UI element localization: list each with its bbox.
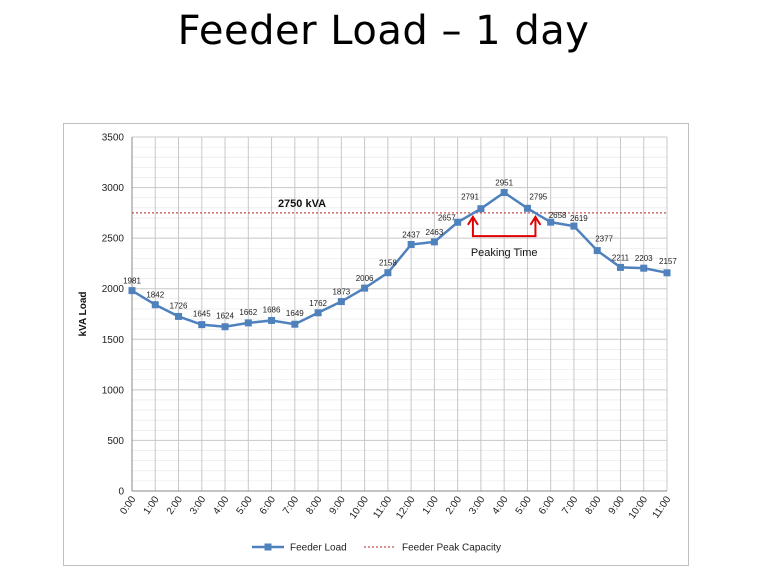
legend-peak-capacity-label: Feeder Peak Capacity bbox=[402, 543, 501, 554]
x-tick-label: 3:00 bbox=[467, 494, 487, 517]
data-point bbox=[175, 312, 183, 320]
y-axis-title: kVA Load bbox=[78, 291, 89, 336]
x-tick-label: 11:00 bbox=[651, 494, 674, 521]
data-point bbox=[523, 204, 531, 212]
data-point bbox=[663, 269, 671, 277]
data-label: 1645 bbox=[193, 310, 211, 319]
y-tick-label: 0 bbox=[118, 487, 124, 498]
peaking-time-arrow-right bbox=[529, 214, 542, 226]
data-point bbox=[198, 321, 206, 329]
data-point bbox=[361, 284, 369, 292]
data-label: 2657 bbox=[438, 213, 456, 222]
data-label: 1686 bbox=[263, 305, 281, 314]
data-label: 2658 bbox=[549, 211, 567, 220]
x-tick-label: 5:00 bbox=[235, 494, 255, 517]
x-tick-label: 5:00 bbox=[514, 494, 534, 517]
data-label: 1624 bbox=[216, 312, 234, 321]
data-point bbox=[151, 301, 159, 309]
data-label: 2157 bbox=[659, 257, 677, 266]
x-tick-label: 1:00 bbox=[421, 494, 441, 517]
x-tick-label: 8:00 bbox=[304, 494, 324, 517]
x-tick-label: 12:00 bbox=[394, 494, 418, 521]
chart-frame: 0 500 1000 1500 2000 2500 3000 3500 0:00 1:00 2:00… bbox=[63, 123, 689, 566]
y-tick-label: 2500 bbox=[102, 234, 125, 245]
data-point bbox=[500, 189, 508, 197]
data-label: 1662 bbox=[239, 308, 257, 317]
legend-feeder-load-label: Feeder Load bbox=[290, 543, 347, 554]
x-tick-label: 7:00 bbox=[560, 494, 580, 517]
data-point bbox=[268, 316, 276, 324]
x-tick-label: 7:00 bbox=[281, 494, 301, 517]
y-tick-label: 3000 bbox=[102, 183, 125, 194]
data-point bbox=[616, 263, 624, 271]
x-tick-label: 4:00 bbox=[490, 494, 510, 517]
x-tick-label: 6:00 bbox=[258, 494, 278, 517]
data-point bbox=[454, 218, 462, 226]
data-label: 2158 bbox=[379, 259, 397, 268]
x-tick-label: 2:00 bbox=[444, 494, 464, 517]
data-point bbox=[570, 222, 578, 230]
data-point bbox=[477, 205, 485, 213]
data-point bbox=[593, 247, 601, 255]
data-label: 2006 bbox=[356, 274, 374, 283]
data-point bbox=[291, 320, 299, 328]
data-label: 1873 bbox=[332, 288, 350, 297]
x-tick-label: 2:00 bbox=[165, 494, 185, 517]
legend-feeder-load-marker bbox=[264, 543, 272, 551]
peak-capacity-label: 2750 kVA bbox=[278, 198, 326, 210]
y-tick-label: 1500 bbox=[102, 335, 125, 346]
x-tick-label: 10:00 bbox=[348, 494, 372, 521]
y-tick-label: 1000 bbox=[102, 385, 125, 396]
y-tick-label: 500 bbox=[107, 436, 124, 447]
x-tick-label: 9:00 bbox=[328, 494, 348, 517]
data-label: 1842 bbox=[146, 291, 164, 300]
x-tick-label: 8:00 bbox=[583, 494, 603, 517]
slide-title: Feeder Load – 1 day bbox=[177, 8, 590, 54]
data-point bbox=[640, 264, 648, 272]
data-point bbox=[337, 298, 345, 306]
data-label: 2377 bbox=[595, 235, 613, 244]
y-tick-label: 2000 bbox=[102, 284, 125, 295]
data-point bbox=[430, 238, 438, 246]
x-tick-label: 10:00 bbox=[627, 494, 651, 521]
peaking-time-arrow-left bbox=[467, 214, 479, 226]
data-label: 2203 bbox=[635, 254, 653, 263]
data-label: 2437 bbox=[402, 231, 420, 240]
x-tick-label: 1:00 bbox=[142, 494, 162, 517]
data-point bbox=[384, 269, 392, 277]
x-tick-label: 3:00 bbox=[188, 494, 208, 517]
x-tick-label: 6:00 bbox=[537, 494, 557, 517]
data-label: 2951 bbox=[495, 179, 513, 188]
data-point bbox=[314, 309, 322, 317]
peaking-time-label: Peaking Time bbox=[471, 247, 538, 259]
data-label: 2463 bbox=[425, 228, 443, 237]
x-tick-label: 11:00 bbox=[371, 494, 394, 521]
data-point bbox=[407, 241, 415, 249]
data-label: 1726 bbox=[170, 301, 188, 310]
data-point bbox=[128, 287, 136, 295]
data-point bbox=[221, 323, 229, 331]
data-label: 2619 bbox=[570, 214, 588, 223]
data-point bbox=[244, 319, 252, 327]
data-label: 2791 bbox=[461, 193, 479, 202]
data-label: 2795 bbox=[529, 192, 547, 201]
x-tick-label: 4:00 bbox=[211, 494, 231, 517]
data-point bbox=[547, 218, 555, 226]
feeder-load-line bbox=[131, 191, 668, 329]
x-tick-label: 9:00 bbox=[607, 494, 627, 517]
peaking-time-bracket bbox=[471, 216, 537, 238]
data-label: 1981 bbox=[123, 277, 141, 286]
data-label: 2211 bbox=[612, 253, 630, 262]
data-label: 1649 bbox=[286, 309, 304, 318]
y-tick-label: 3500 bbox=[102, 133, 125, 144]
data-label: 1762 bbox=[309, 299, 327, 308]
